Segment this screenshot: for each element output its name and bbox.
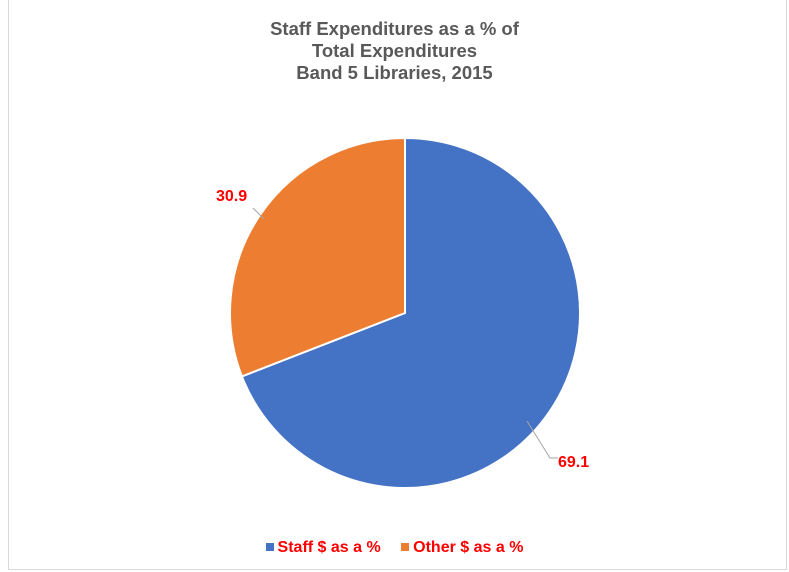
legend-item-other: Other $ as a % <box>401 539 523 557</box>
pie-slice-staff <box>240 136 581 489</box>
data-label-staff: 69.1 <box>558 454 589 471</box>
data-labels: 69.1 30.9 <box>216 188 589 471</box>
pie-slice-other <box>229 136 406 378</box>
chart-title-line-3: Band 5 Libraries, 2015 <box>296 62 493 83</box>
leader-lines <box>252 207 558 459</box>
chart-title-line-2: Total Expenditures <box>311 40 478 61</box>
legend-item-staff: Staff $ as a % <box>265 539 381 557</box>
legend: Staff $ as a % Other $ as a % <box>0 539 789 557</box>
pie-slices <box>229 136 581 489</box>
chart-title-line-1: Staff Expenditures as a % of <box>270 18 519 39</box>
data-label-other: 30.9 <box>216 188 247 205</box>
legend-swatch-staff <box>265 542 274 551</box>
legend-label-other: Other $ as a % <box>413 539 524 556</box>
chart-title: Staff Expenditures as a % of Total Expen… <box>0 18 789 84</box>
legend-label-staff: Staff $ as a % <box>277 539 381 556</box>
leader-line-other <box>252 207 265 220</box>
leader-line-staff <box>526 420 558 459</box>
legend-swatch-other <box>401 542 410 551</box>
